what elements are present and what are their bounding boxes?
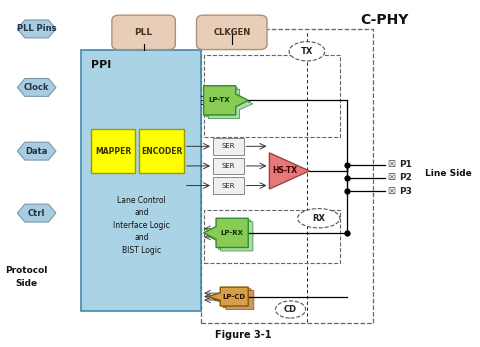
Text: Ctrl: Ctrl	[28, 209, 46, 218]
Text: LP-TX: LP-TX	[209, 98, 230, 103]
Text: P1: P1	[399, 160, 411, 169]
Text: P2: P2	[399, 174, 411, 183]
Polygon shape	[208, 287, 248, 306]
Text: HS-TX: HS-TX	[272, 167, 297, 176]
Ellipse shape	[289, 42, 325, 61]
Polygon shape	[17, 142, 56, 160]
Polygon shape	[17, 20, 56, 38]
Polygon shape	[206, 220, 251, 249]
Text: LP-RX: LP-RX	[221, 230, 244, 236]
Bar	[81, 50, 201, 311]
Bar	[139, 129, 184, 174]
Text: LP-CD: LP-CD	[223, 294, 246, 299]
Text: Protocol
Side: Protocol Side	[5, 266, 48, 288]
Bar	[204, 210, 340, 263]
Text: ☒: ☒	[387, 160, 395, 169]
Bar	[213, 177, 243, 194]
Bar	[201, 29, 373, 323]
Polygon shape	[208, 89, 253, 118]
FancyBboxPatch shape	[196, 15, 267, 50]
Text: CD: CD	[284, 305, 297, 314]
Text: SER: SER	[221, 143, 235, 149]
Text: PPI: PPI	[91, 60, 111, 70]
Text: RX: RX	[312, 214, 325, 223]
Text: Data: Data	[25, 147, 48, 155]
Text: SER: SER	[221, 163, 235, 169]
Text: C-PHY: C-PHY	[360, 13, 409, 27]
Text: PLL Pins: PLL Pins	[17, 24, 57, 33]
Polygon shape	[211, 289, 251, 308]
Text: ☒: ☒	[387, 174, 395, 183]
Polygon shape	[208, 222, 253, 251]
Polygon shape	[206, 87, 251, 117]
Polygon shape	[17, 78, 56, 96]
Ellipse shape	[276, 301, 306, 318]
Text: P3: P3	[399, 187, 411, 196]
Text: PLL: PLL	[134, 28, 153, 37]
Text: TX: TX	[301, 47, 313, 56]
Text: Clock: Clock	[24, 83, 49, 92]
Polygon shape	[269, 153, 309, 189]
Ellipse shape	[298, 209, 340, 228]
Bar	[91, 129, 135, 174]
Text: Lane Control
and
Interface Logic
and
BIST Logic: Lane Control and Interface Logic and BIS…	[113, 196, 169, 255]
Bar	[213, 158, 243, 174]
Polygon shape	[17, 204, 56, 222]
Text: Figure 3-1: Figure 3-1	[215, 330, 272, 340]
Text: ☒: ☒	[387, 187, 395, 196]
Bar	[204, 55, 340, 137]
FancyBboxPatch shape	[112, 15, 175, 50]
Text: ENCODER: ENCODER	[141, 147, 182, 155]
Text: Line Side: Line Side	[425, 169, 471, 178]
Text: CLKGEN: CLKGEN	[213, 28, 251, 37]
Bar	[213, 138, 243, 154]
Polygon shape	[214, 290, 254, 310]
Text: MAPPER: MAPPER	[95, 147, 131, 155]
Polygon shape	[204, 86, 248, 115]
Polygon shape	[204, 218, 248, 247]
Text: SER: SER	[221, 183, 235, 188]
